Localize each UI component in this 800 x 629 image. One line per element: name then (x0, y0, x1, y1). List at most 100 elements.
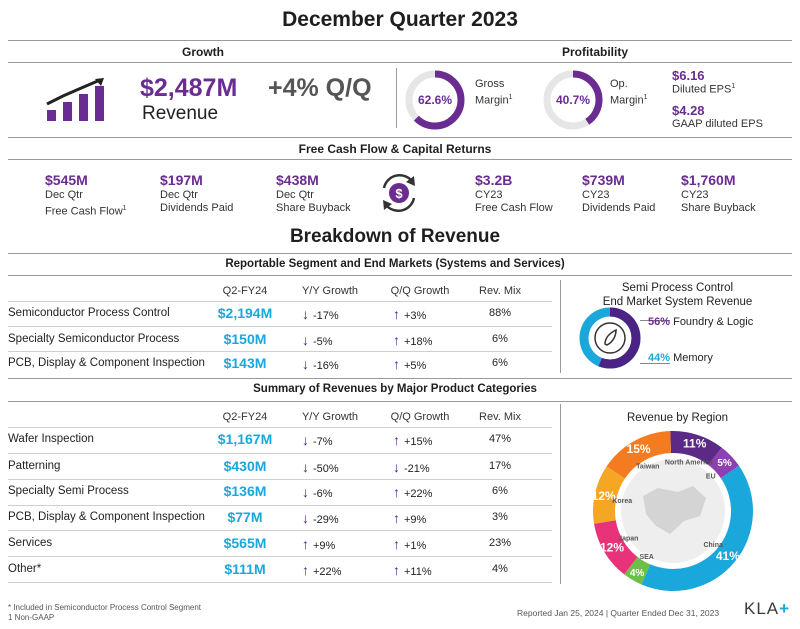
segment-mix: 88% (488, 307, 512, 319)
growth-title: Growth (182, 45, 224, 59)
fcf-item: $545M Dec Qtr Free Cash Flow1 (45, 172, 127, 218)
region-pct-label: 41% (716, 549, 740, 563)
segment-mix: 6% (492, 357, 508, 369)
segment-value: $2,194M (217, 305, 273, 321)
fcf-item: $438M Dec Qtr Share Buyback (276, 172, 351, 214)
divider (8, 40, 792, 41)
product-qq: -21% (393, 459, 430, 475)
col-header: Q/Q Growth (390, 285, 450, 297)
product-name: Specialty Semi Process (8, 485, 129, 497)
region-slice (641, 465, 753, 591)
segment-name: Semiconductor Process Control (8, 307, 170, 319)
region-slice (593, 466, 625, 524)
foundry-legend: 56% Foundry & Logic (648, 316, 754, 328)
product-name: Wafer Inspection (8, 433, 94, 445)
col-header: Q2-FY24 (222, 411, 268, 423)
product-mix: 23% (488, 537, 512, 549)
wafer-icon (604, 328, 617, 346)
segment-yy: -5% (302, 332, 333, 348)
segment-qq: +5% (393, 356, 426, 372)
profitability-title: Profitability (561, 45, 628, 59)
semi-donut (579, 307, 641, 369)
product-mix: 47% (488, 433, 512, 445)
col-header: Y/Y Growth (301, 411, 359, 423)
region-name-label: Japan (618, 536, 638, 543)
product-qq: +1% (393, 536, 426, 552)
divider (8, 137, 792, 138)
product-qq: +9% (393, 510, 426, 526)
region-pct-label: 4% (630, 568, 645, 579)
fcf-item: $197M Dec Qtr Dividends Paid (160, 172, 234, 214)
vertical-divider (396, 68, 397, 128)
segment-value: $143M (223, 355, 267, 371)
bar-chart-icon (46, 78, 104, 121)
product-yy: +22% (302, 562, 341, 578)
reported-date: Reported Jan 25, 2024 | Quarter Ended De… (517, 608, 720, 618)
col-header: Rev. Mix (479, 411, 521, 423)
region-donut: 11%North America 5%EU41%China4%SEA12%Japa… (592, 431, 753, 591)
segment-yy: -17% (302, 306, 339, 322)
region-pct-label: 12% (600, 540, 624, 554)
region-title: Revenue by Region (626, 412, 728, 424)
divider (8, 62, 792, 63)
semi-panel-title: Semi Process Control End Market System R… (602, 282, 753, 308)
product-yy: -29% (302, 510, 339, 526)
col-header: Q/Q Growth (390, 411, 450, 423)
segment-qq: +3% (393, 306, 426, 322)
region-name-label: North America (665, 459, 713, 466)
region-slice (708, 447, 740, 479)
op-margin-label: Op. Margin1 (610, 78, 648, 107)
footnote: * Included in Semiconductor Process Cont… (8, 603, 201, 622)
product-name: Services (8, 537, 53, 549)
segment-qq: +18% (393, 332, 432, 348)
memory-legend: 44% Memory (648, 352, 713, 364)
product-mix: 4% (492, 563, 508, 575)
region-slice (594, 520, 638, 575)
divider (8, 159, 792, 160)
fcf-item: $3.2B CY23 Free Cash Flow (475, 172, 553, 214)
region-pct-label: 15% (627, 442, 651, 456)
svg-text:$: $ (395, 186, 403, 201)
revenue-value: $2,487M (140, 74, 238, 102)
fcf-title: Free Cash Flow & Capital Returns (298, 142, 492, 156)
region-pct-label: 5% (717, 458, 732, 469)
diluted-eps: $6.16 Diluted EPS1 (672, 68, 736, 96)
product-name: PCB, Display & Component Inspection (8, 511, 205, 523)
product-value: $565M (223, 535, 267, 551)
product-mix: 17% (488, 460, 512, 472)
col-header: Y/Y Growth (301, 285, 359, 297)
fcf-item: $739M CY23 Dividends Paid (582, 172, 656, 214)
product-name: Other* (8, 563, 42, 575)
qoq-growth: +4% Q/Q (268, 74, 372, 102)
gaap-eps: $4.28 GAAP diluted EPS (672, 103, 763, 130)
segment-mix: 6% (492, 333, 508, 345)
region-pct-label: 11% (683, 436, 707, 450)
segment-name: Specialty Semiconductor Process (8, 333, 180, 345)
region-name-label: EU (706, 473, 716, 480)
product-qq: +15% (393, 432, 432, 448)
op-margin-value: 40.7% (556, 93, 590, 107)
region-name-label: SEA (639, 554, 653, 561)
cash-cycle-icon: $ (382, 173, 416, 213)
product-yy: -6% (302, 484, 333, 500)
page-title: December Quarter 2023 (282, 8, 518, 31)
product-qq: +11% (393, 562, 432, 578)
product-mix: 6% (492, 485, 508, 497)
revenue-label: Revenue (142, 103, 219, 124)
op-margin-ring: 40.7% (543, 70, 603, 130)
gross-margin-label: Gross Margin1 (475, 78, 513, 107)
segment-name: PCB, Display & Component Inspection (8, 357, 205, 369)
region-slice (624, 556, 651, 585)
divider (8, 275, 792, 276)
col-header: Q2-FY24 (222, 285, 268, 297)
divider (8, 253, 792, 254)
product-value: $1,167M (217, 431, 273, 447)
col-header: Rev. Mix (479, 285, 521, 297)
region-name-label: Korea (612, 498, 632, 505)
fcf-item: $1,760M CY23 Share Buyback (681, 172, 756, 214)
product-yy: -50% (302, 459, 339, 475)
product-value: $77M (227, 509, 263, 525)
product-yy: +9% (302, 536, 335, 552)
region-pct-label: 12% (592, 489, 616, 503)
region-name-label: Taiwan (636, 464, 659, 471)
